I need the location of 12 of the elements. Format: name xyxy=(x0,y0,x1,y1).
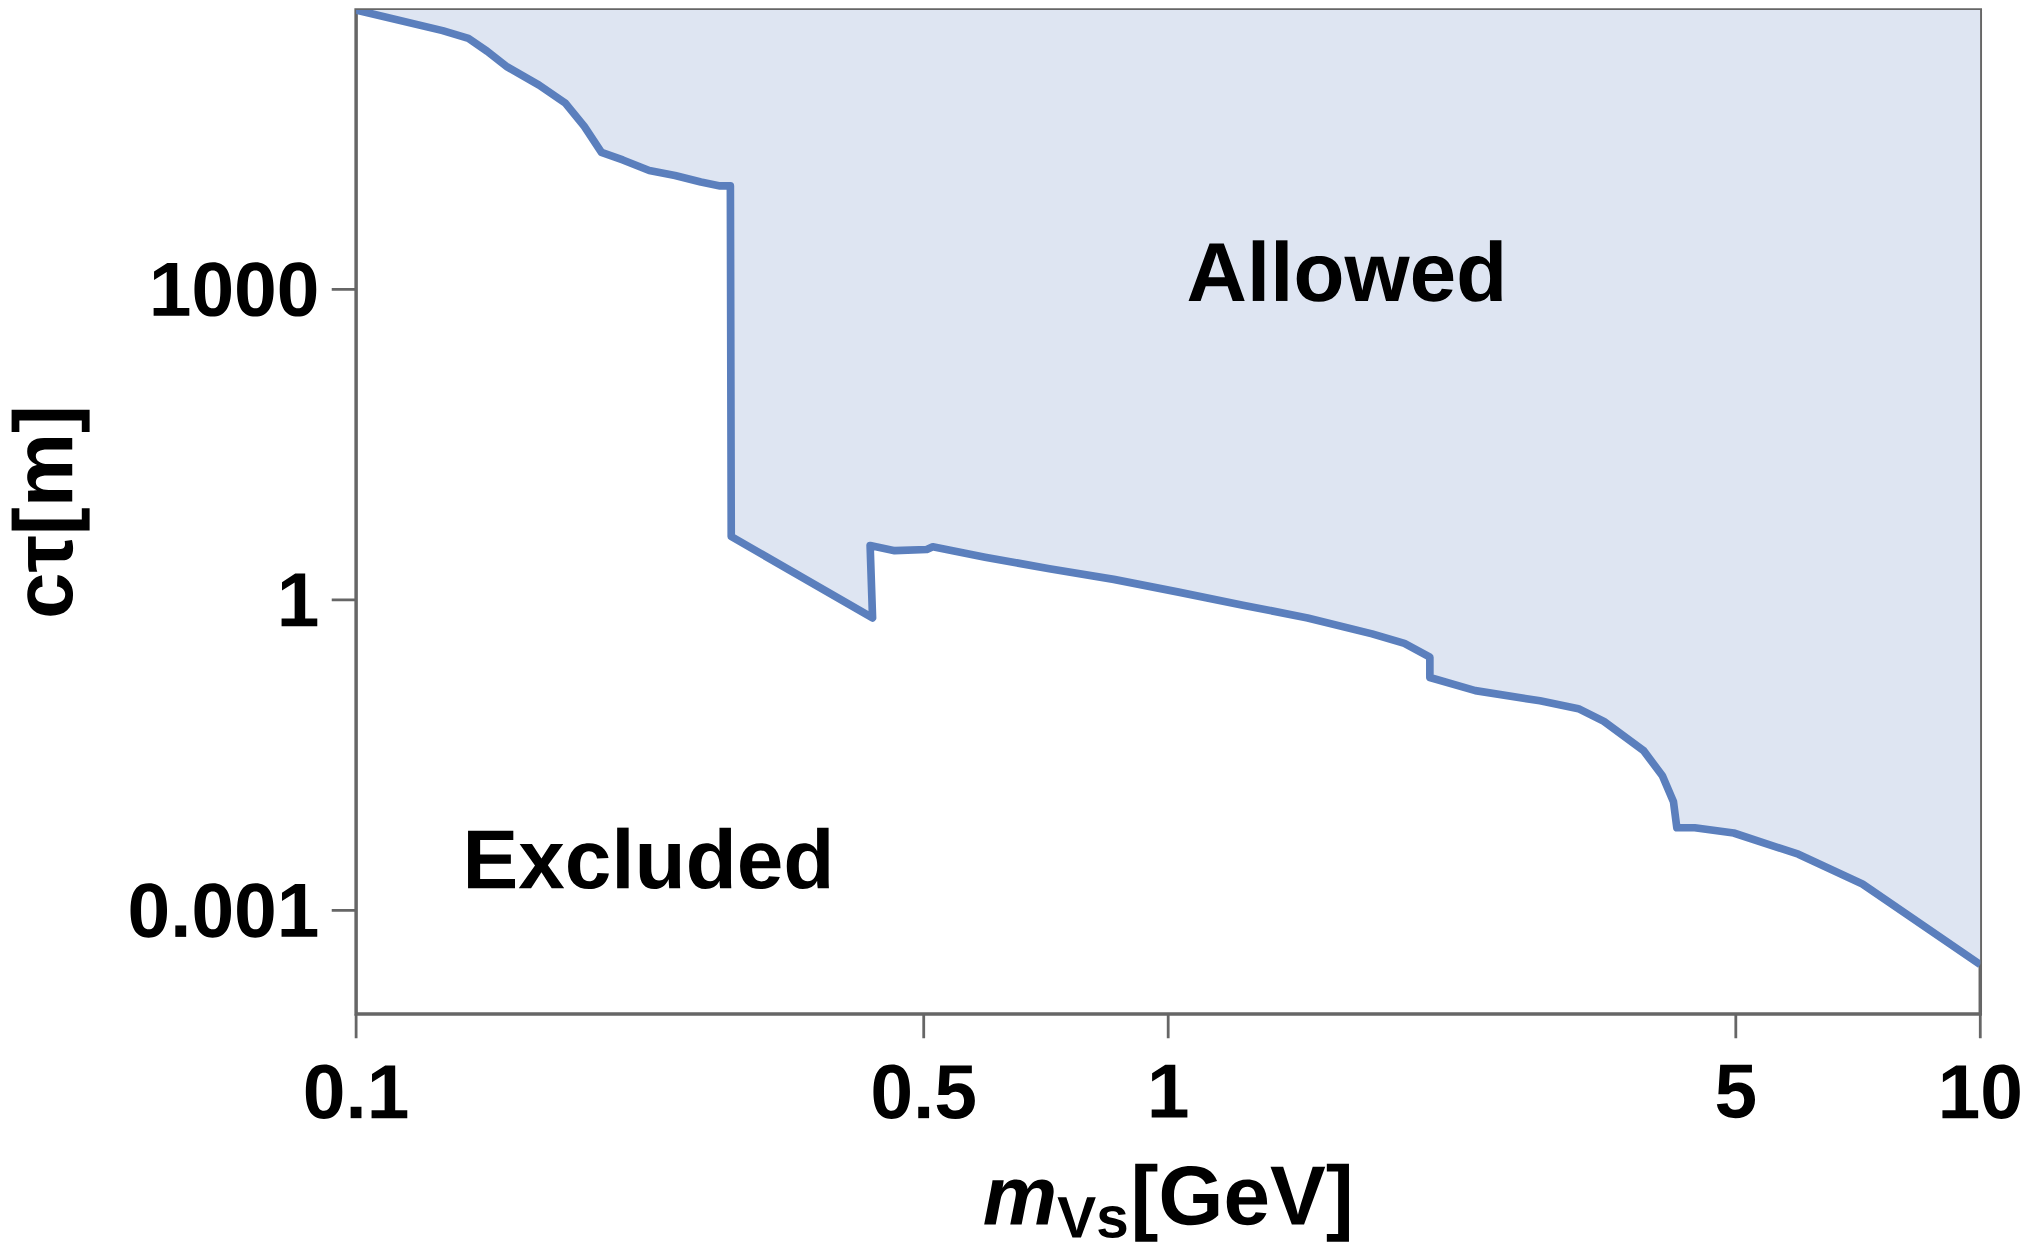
annotation: Excluded xyxy=(468,827,829,889)
y-tick-label: 1000 xyxy=(153,262,317,317)
x-tick-label: 1 xyxy=(1151,1064,1188,1118)
x-tick-label: 10 xyxy=(1942,1064,2020,1119)
x-axis-title: m$_{Vs}$[GeV] xyxy=(984,1163,1349,1242)
x-tick-label: 0.1 xyxy=(305,1064,408,1119)
x-tick-label: 5 xyxy=(1716,1064,1755,1118)
y-tick-label: 0.001 xyxy=(130,883,318,938)
x-tick-label: 0.5 xyxy=(873,1064,975,1119)
annotation: Allowed xyxy=(1188,240,1502,302)
y-axis-title: cτ[m] xyxy=(11,409,90,616)
y-tick-label: 1 xyxy=(281,573,318,627)
